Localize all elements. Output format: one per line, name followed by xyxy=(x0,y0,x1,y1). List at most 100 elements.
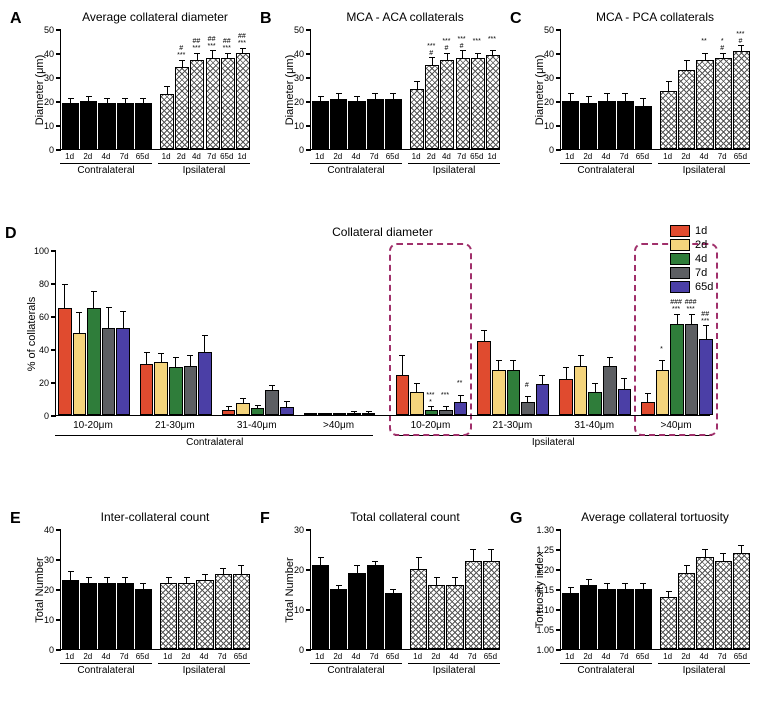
bar xyxy=(178,583,195,649)
panel-D: DCollateral diameter% of collaterals10-2… xyxy=(5,225,779,480)
bar xyxy=(635,106,652,149)
bar xyxy=(660,597,677,649)
bar xyxy=(140,364,154,415)
bar xyxy=(456,58,470,149)
bar xyxy=(536,384,550,415)
panel-title: Collateral diameter xyxy=(55,225,710,239)
x-tick-label: 7d xyxy=(620,652,629,661)
group-label: Ipsilateral xyxy=(183,665,226,676)
y-tick-label: 30 xyxy=(44,73,54,83)
bar xyxy=(233,574,250,649)
group-label: Contralateral xyxy=(77,665,134,676)
x-tick-label: 1d xyxy=(65,152,74,161)
panel-E: EInter-collateral countTotal Number1d2d4… xyxy=(10,510,260,710)
y-axis-label: Diameter (μm) xyxy=(534,50,546,130)
bar xyxy=(348,101,365,149)
y-tick-label: 50 xyxy=(544,25,554,35)
panel-title: MCA - PCA collaterals xyxy=(560,10,750,24)
bar xyxy=(618,389,632,415)
x-tick-label: 7d xyxy=(468,652,477,661)
bar xyxy=(160,94,174,149)
bar xyxy=(367,99,384,149)
panel-letter: A xyxy=(10,10,22,28)
x-tick-label: 2d xyxy=(83,152,92,161)
legend-swatch xyxy=(670,225,690,237)
x-tick-label: 2d xyxy=(681,152,690,161)
y-tick-label: 80 xyxy=(39,279,49,289)
x-tick-label: 7d xyxy=(120,652,129,661)
group-label: Ipsilateral xyxy=(433,665,476,676)
x-tick-label: 4d xyxy=(700,652,709,661)
bar xyxy=(477,341,491,415)
bar xyxy=(135,103,152,149)
x-tick-label: 1d xyxy=(65,652,74,661)
bar xyxy=(117,103,134,149)
bar xyxy=(507,370,521,415)
bar xyxy=(617,101,634,149)
bar xyxy=(699,339,713,415)
group-label: Contralateral xyxy=(577,165,634,176)
x-tick-label: 2d xyxy=(427,152,436,161)
bar xyxy=(62,103,79,149)
y-tick-label: 1.20 xyxy=(536,565,554,575)
bar xyxy=(562,101,579,149)
x-tick-label: 7d xyxy=(370,652,379,661)
y-tick-label: 30 xyxy=(544,73,554,83)
panel-G: GAverage collateral tortuosityTortuosity… xyxy=(510,510,760,710)
x-tick-label: 4d xyxy=(450,652,459,661)
legend-label: 2d xyxy=(695,239,707,251)
bar xyxy=(116,328,130,415)
y-tick-label: 30 xyxy=(294,73,304,83)
x-tick-label: 2d xyxy=(333,152,342,161)
panel-letter: F xyxy=(260,510,270,528)
bar xyxy=(312,565,329,649)
x-tick-label: 7d xyxy=(218,652,227,661)
y-tick-label: 0 xyxy=(49,645,54,655)
y-tick-label: 40 xyxy=(544,49,554,59)
panel-letter: E xyxy=(10,510,21,528)
x-tick-label: 4d xyxy=(602,652,611,661)
x-tick-label: 65d xyxy=(636,652,649,661)
x-tick-label: 2d xyxy=(583,652,592,661)
bar xyxy=(236,403,250,415)
x-tick-label: 1d xyxy=(663,152,672,161)
y-tick-label: 100 xyxy=(34,246,49,256)
bar xyxy=(396,375,410,415)
y-tick-label: 20 xyxy=(544,97,554,107)
group-label: Contralateral xyxy=(186,437,243,448)
bar xyxy=(733,553,750,649)
bar xyxy=(312,101,329,149)
bar xyxy=(715,561,732,649)
bar xyxy=(80,101,97,149)
panel-letter: G xyxy=(510,510,522,528)
panel-title: Average collateral diameter xyxy=(60,10,250,24)
x-tick-label: 4d xyxy=(102,152,111,161)
bar xyxy=(425,65,439,149)
x-tick-label: 1d xyxy=(162,152,171,161)
group-label: Ipsilateral xyxy=(683,665,726,676)
x-tick-label: 4d xyxy=(192,152,201,161)
y-tick-label: 1.15 xyxy=(536,585,554,595)
panel-F: FTotal collateral countTotal Number1d2d4… xyxy=(260,510,510,710)
bar xyxy=(492,370,506,415)
legend-item: 1d xyxy=(670,225,713,237)
legend-item: 2d xyxy=(670,239,713,251)
y-tick-label: 0 xyxy=(44,411,49,421)
chart-area: 020406080100 xyxy=(55,251,710,416)
x-tick-label: 1d xyxy=(237,152,246,161)
bar xyxy=(574,366,588,416)
panel-title: Total collateral count xyxy=(310,510,500,524)
x-tick-label: 7d xyxy=(718,652,727,661)
bar xyxy=(660,91,677,149)
bar xyxy=(206,58,220,149)
bar xyxy=(440,60,454,149)
x-tick-label: 1d xyxy=(412,152,421,161)
bin-label: 31-40μm xyxy=(237,420,277,431)
bar xyxy=(410,89,424,149)
bar xyxy=(656,370,670,415)
bar xyxy=(598,101,615,149)
y-tick-label: 40 xyxy=(294,49,304,59)
bin-label: >40μm xyxy=(661,420,692,431)
x-tick-label: 65d xyxy=(234,652,247,661)
y-tick-label: 10 xyxy=(44,615,54,625)
